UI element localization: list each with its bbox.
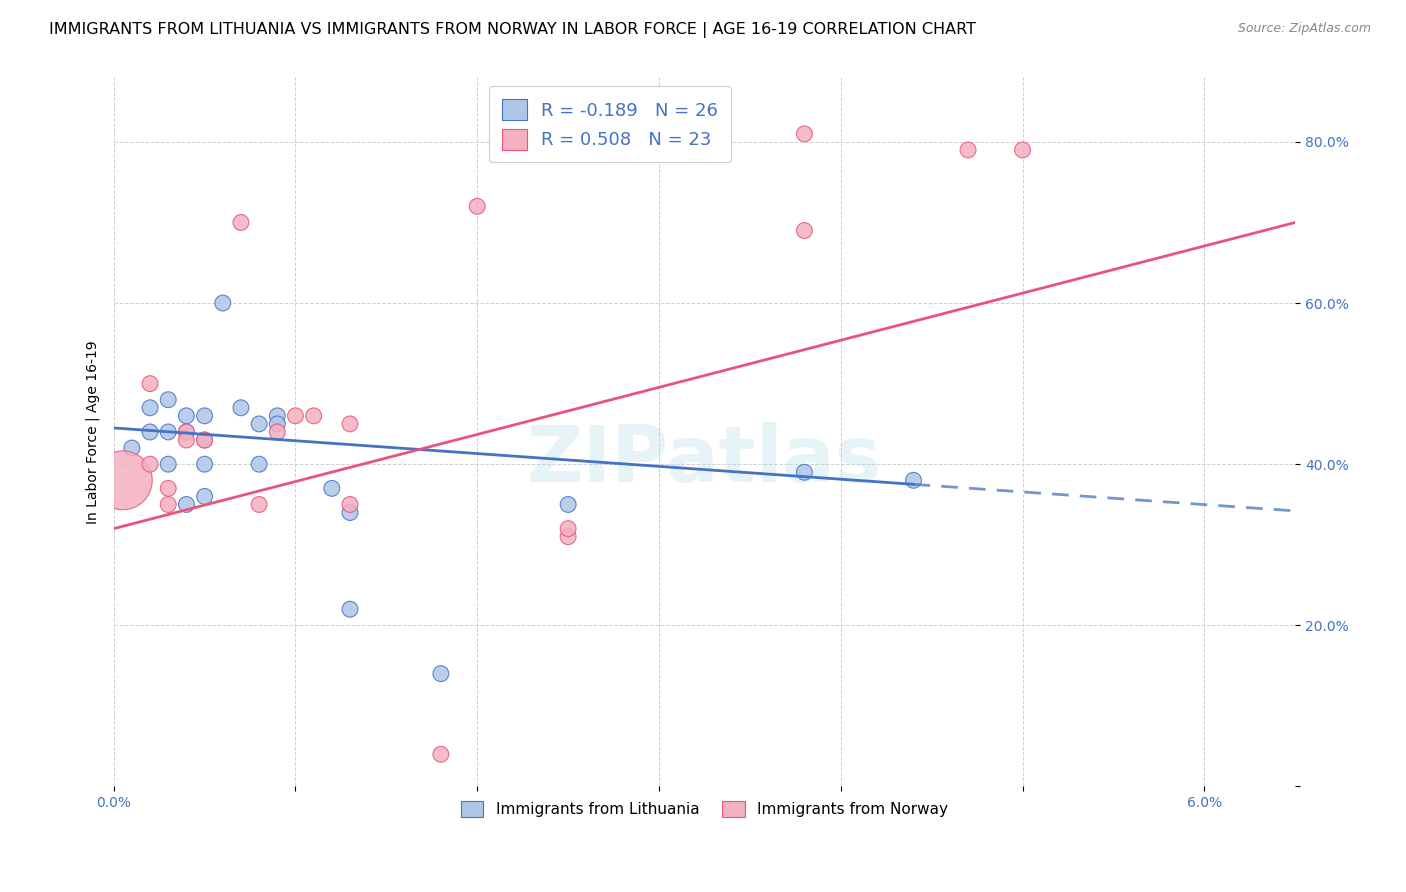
Point bbox=[903, 473, 925, 487]
Point bbox=[557, 530, 579, 544]
Point bbox=[176, 498, 198, 512]
Legend: Immigrants from Lithuania, Immigrants from Norway: Immigrants from Lithuania, Immigrants fr… bbox=[453, 794, 956, 825]
Point bbox=[194, 490, 217, 504]
Point bbox=[321, 481, 343, 495]
Point bbox=[157, 392, 180, 407]
Point bbox=[284, 409, 307, 423]
Y-axis label: In Labor Force | Age 16-19: In Labor Force | Age 16-19 bbox=[86, 340, 100, 524]
Point bbox=[430, 666, 453, 681]
Point bbox=[157, 481, 180, 495]
Point bbox=[302, 409, 325, 423]
Point bbox=[176, 409, 198, 423]
Point bbox=[157, 457, 180, 471]
Point bbox=[176, 425, 198, 439]
Point bbox=[121, 441, 143, 455]
Point bbox=[194, 433, 217, 447]
Point bbox=[229, 215, 252, 229]
Point bbox=[339, 602, 361, 616]
Point bbox=[247, 457, 270, 471]
Point bbox=[793, 465, 815, 479]
Point bbox=[139, 376, 162, 391]
Point bbox=[557, 498, 579, 512]
Point bbox=[176, 433, 198, 447]
Point bbox=[266, 417, 288, 431]
Point bbox=[157, 498, 180, 512]
Point bbox=[139, 401, 162, 415]
Point bbox=[194, 457, 217, 471]
Text: IMMIGRANTS FROM LITHUANIA VS IMMIGRANTS FROM NORWAY IN LABOR FORCE | AGE 16-19 C: IMMIGRANTS FROM LITHUANIA VS IMMIGRANTS … bbox=[49, 22, 976, 38]
Point bbox=[111, 473, 134, 487]
Point bbox=[465, 199, 488, 213]
Text: ZIPatlas: ZIPatlas bbox=[527, 422, 882, 499]
Point bbox=[339, 417, 361, 431]
Point bbox=[339, 498, 361, 512]
Point bbox=[247, 417, 270, 431]
Point bbox=[557, 522, 579, 536]
Point bbox=[793, 127, 815, 141]
Point bbox=[211, 296, 233, 310]
Point bbox=[266, 425, 288, 439]
Text: Source: ZipAtlas.com: Source: ZipAtlas.com bbox=[1237, 22, 1371, 36]
Point bbox=[266, 409, 288, 423]
Point bbox=[247, 498, 270, 512]
Point bbox=[793, 223, 815, 237]
Point bbox=[430, 747, 453, 762]
Point bbox=[956, 143, 979, 157]
Point bbox=[139, 457, 162, 471]
Point bbox=[157, 425, 180, 439]
Point bbox=[194, 409, 217, 423]
Point bbox=[139, 425, 162, 439]
Point bbox=[229, 401, 252, 415]
Point bbox=[194, 433, 217, 447]
Point bbox=[339, 506, 361, 520]
Point bbox=[1011, 143, 1033, 157]
Point bbox=[176, 425, 198, 439]
